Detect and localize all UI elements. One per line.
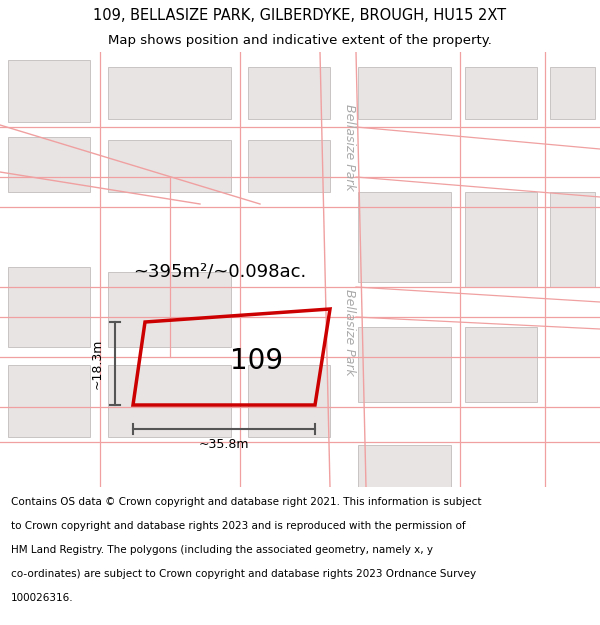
Text: ~18.3m: ~18.3m xyxy=(91,338,104,389)
Bar xyxy=(358,445,451,487)
Bar xyxy=(358,67,451,119)
Bar xyxy=(248,67,330,119)
Bar xyxy=(8,365,90,437)
Bar xyxy=(8,60,90,122)
Bar xyxy=(465,327,537,402)
Text: Map shows position and indicative extent of the property.: Map shows position and indicative extent… xyxy=(108,34,492,47)
Bar xyxy=(108,140,231,192)
Bar xyxy=(248,365,330,437)
Text: co-ordinates) are subject to Crown copyright and database rights 2023 Ordnance S: co-ordinates) are subject to Crown copyr… xyxy=(11,569,476,579)
Bar xyxy=(550,192,595,287)
Text: Bellasize Park: Bellasize Park xyxy=(343,104,356,191)
Bar xyxy=(465,192,537,287)
Bar xyxy=(465,67,537,119)
Bar xyxy=(108,272,231,347)
Bar xyxy=(358,192,451,282)
Bar xyxy=(8,137,90,192)
Text: 109: 109 xyxy=(230,347,283,375)
Text: ~395m²/~0.098ac.: ~395m²/~0.098ac. xyxy=(133,263,307,281)
Bar xyxy=(108,365,231,437)
Bar xyxy=(108,67,231,119)
Bar xyxy=(550,67,595,119)
Text: Contains OS data © Crown copyright and database right 2021. This information is : Contains OS data © Crown copyright and d… xyxy=(11,497,481,507)
Bar xyxy=(358,327,451,402)
Text: Bellasize Park: Bellasize Park xyxy=(343,289,356,376)
Text: HM Land Registry. The polygons (including the associated geometry, namely x, y: HM Land Registry. The polygons (includin… xyxy=(11,545,433,555)
Bar xyxy=(248,140,330,192)
Text: 100026316.: 100026316. xyxy=(11,593,73,603)
Text: 109, BELLASIZE PARK, GILBERDYKE, BROUGH, HU15 2XT: 109, BELLASIZE PARK, GILBERDYKE, BROUGH,… xyxy=(94,8,506,23)
Text: ~35.8m: ~35.8m xyxy=(199,438,249,451)
Text: to Crown copyright and database rights 2023 and is reproduced with the permissio: to Crown copyright and database rights 2… xyxy=(11,521,466,531)
Bar xyxy=(8,267,90,347)
